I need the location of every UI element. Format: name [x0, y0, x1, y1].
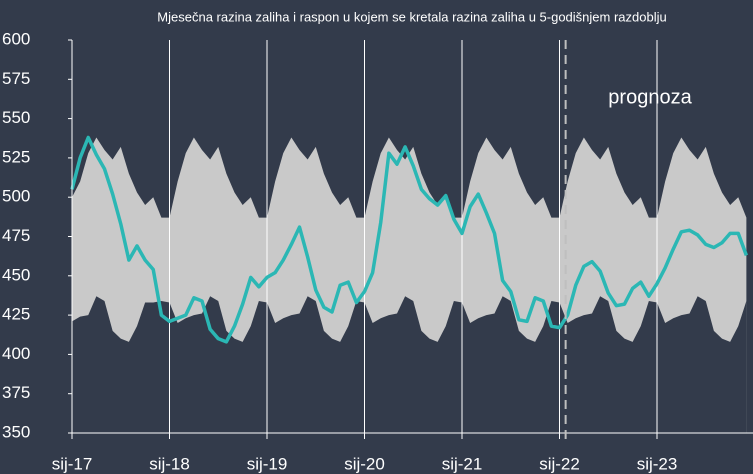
- annotation: prognoza: [608, 86, 692, 108]
- x-tick-label: sij-18: [149, 454, 190, 473]
- x-tick-label: sij-20: [344, 454, 385, 473]
- y-tick-label: 400: [2, 344, 30, 363]
- x-tick-label: sij-19: [247, 454, 288, 473]
- y-tick-label: 575: [2, 69, 30, 88]
- x-tick-label: sij-22: [539, 454, 580, 473]
- x-tick-label: sij-21: [442, 454, 483, 473]
- y-tick-label: 500: [2, 187, 30, 206]
- y-tick-label: 425: [2, 305, 30, 324]
- chart-title: Mjesečna razina zaliha i raspon u kojem …: [157, 9, 666, 24]
- y-tick-label: 600: [2, 29, 30, 48]
- band-min: [72, 296, 747, 433]
- x-tick-label: sij-17: [52, 454, 93, 473]
- line: [70, 135, 749, 344]
- y-tick-label: 550: [2, 108, 30, 127]
- y-tick-label: 350: [2, 422, 30, 441]
- y-tick-label: 475: [2, 226, 30, 245]
- y-tick-label: 525: [2, 147, 30, 166]
- y-tick-label: 450: [2, 265, 30, 284]
- y-tick-label: 375: [2, 383, 30, 402]
- x-tick-label: sij-23: [637, 454, 678, 473]
